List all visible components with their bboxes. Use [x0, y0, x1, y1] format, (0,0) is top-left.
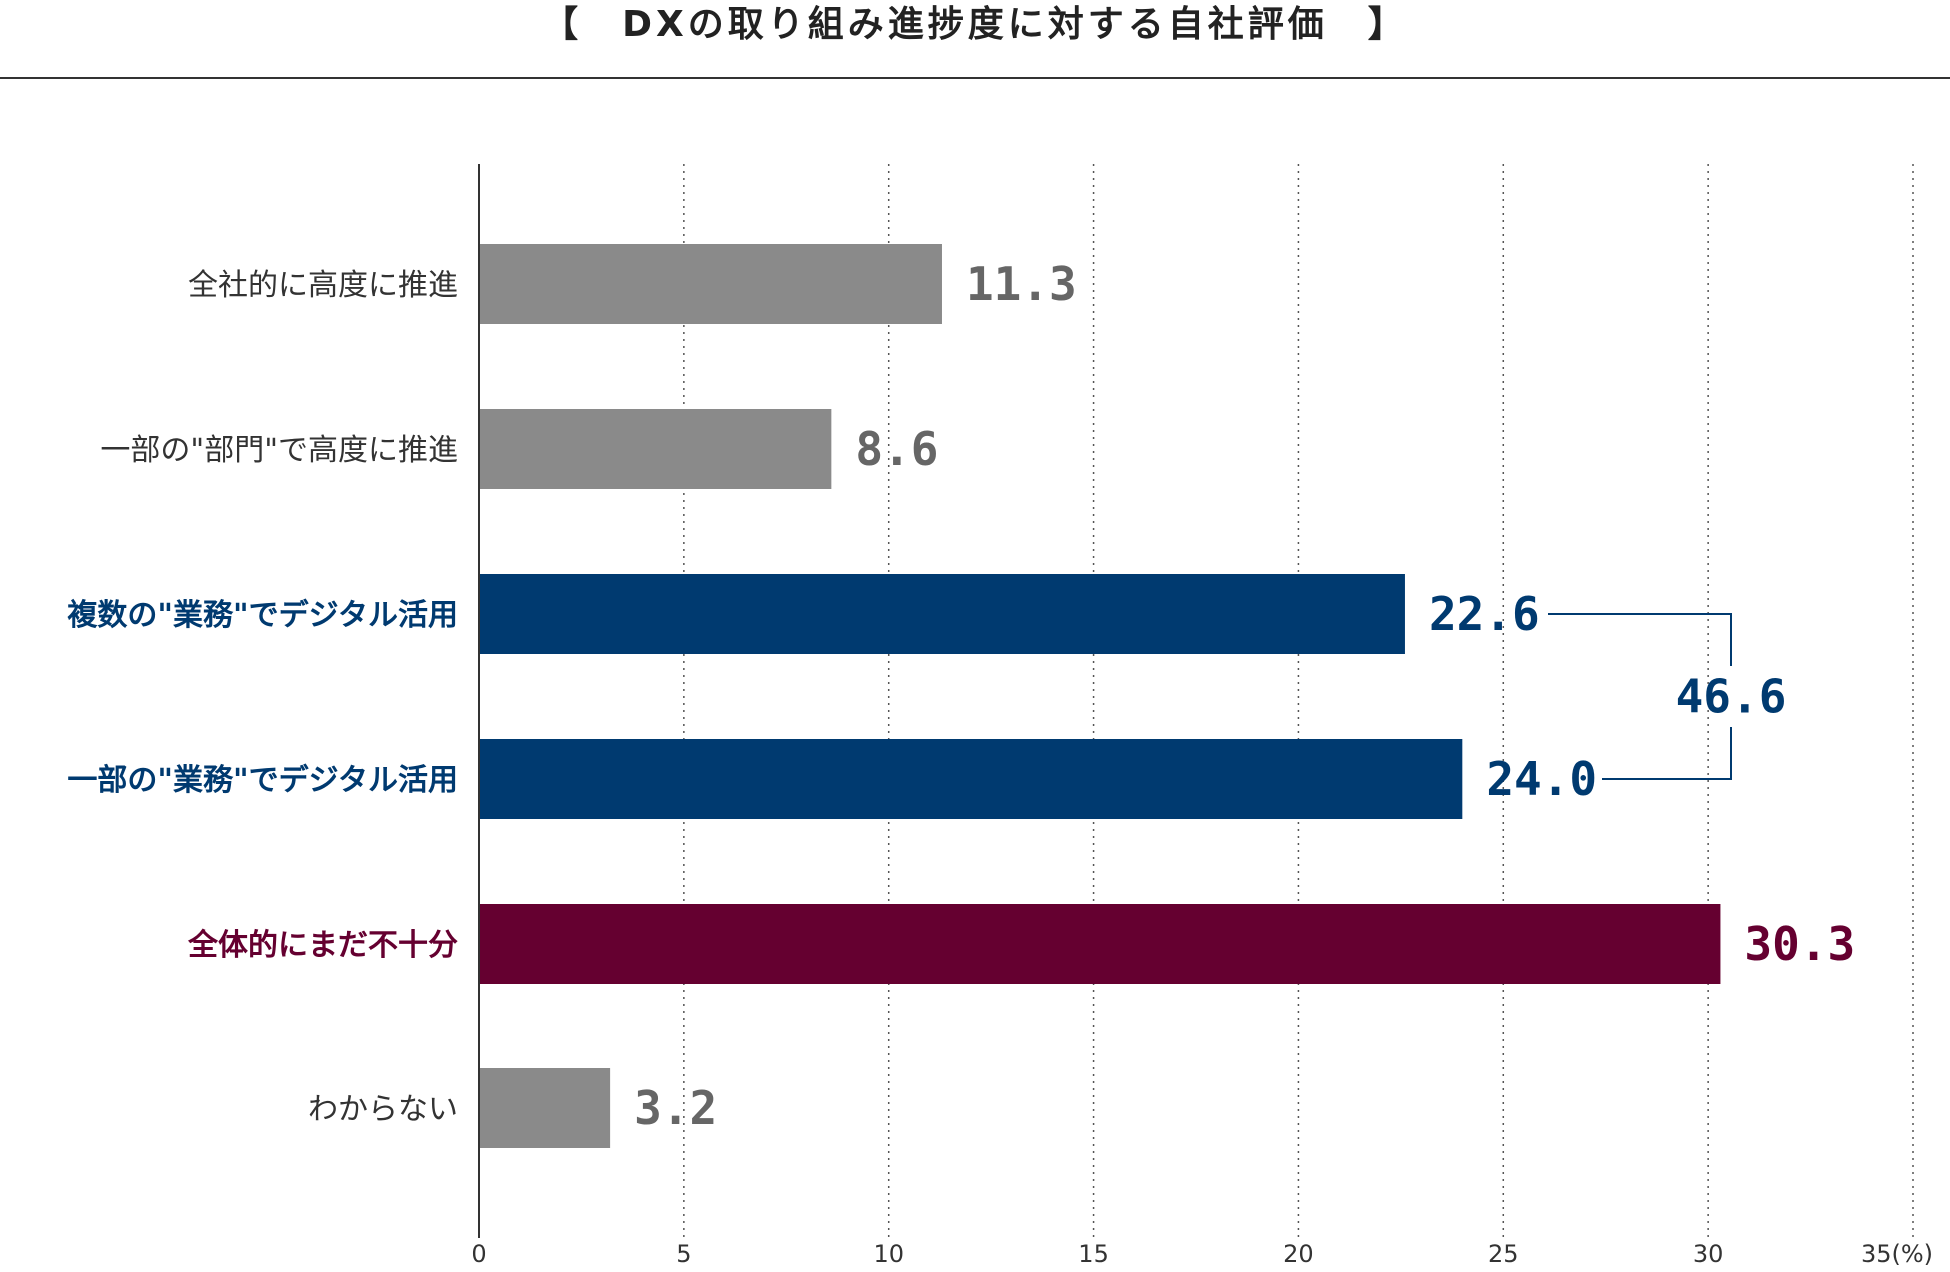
bar — [479, 244, 942, 324]
value-label: 8.6 — [855, 422, 938, 476]
x-tick-label: 35(%) — [1861, 1240, 1933, 1268]
bar — [479, 904, 1721, 984]
sum-bracket: 46.6 — [1548, 613, 1787, 780]
value-label: 30.3 — [1744, 917, 1855, 971]
category-label: 一部の"部門"で高度に推進 — [100, 433, 458, 468]
category-label: 一部の"業務"でデジタル活用 — [67, 763, 458, 798]
bar — [479, 409, 832, 489]
category-label: 全体的にまだ不十分 — [187, 928, 458, 963]
x-axis-ticks: 0 5 10 15 20 25 30 35(%) — [471, 1240, 1933, 1268]
x-tick-label: 20 — [1283, 1240, 1314, 1268]
x-tick-label: 5 — [676, 1240, 691, 1268]
chart-title: 【 DXの取り組み進捗度に対する自社評価 】 — [542, 4, 1408, 45]
bar — [479, 574, 1405, 654]
x-tick-label: 10 — [873, 1240, 904, 1268]
category-label: わからない — [308, 1092, 458, 1127]
value-label: 24.0 — [1486, 752, 1597, 806]
bar — [479, 1068, 611, 1148]
x-tick-label: 25 — [1488, 1240, 1519, 1268]
bracket-total-label: 46.6 — [1676, 670, 1787, 724]
x-tick-label: 0 — [471, 1240, 486, 1268]
category-label: 複数の"業務"でデジタル活用 — [67, 598, 458, 633]
category-label: 全社的に高度に推進 — [188, 268, 458, 303]
bar — [479, 739, 1463, 819]
x-tick-label: 30 — [1693, 1240, 1724, 1268]
bars: 全社的に高度に推進 11.3 一部の"部門"で高度に推進 8.6 複数の"業務"でデジタ… — [67, 244, 1855, 1148]
value-label: 11.3 — [966, 257, 1077, 311]
value-label: 3.2 — [634, 1081, 717, 1135]
x-tick-label: 15 — [1078, 1240, 1109, 1268]
value-label: 22.6 — [1429, 587, 1540, 641]
bracket-upper — [1548, 613, 1732, 666]
bracket-lower — [1602, 727, 1732, 780]
